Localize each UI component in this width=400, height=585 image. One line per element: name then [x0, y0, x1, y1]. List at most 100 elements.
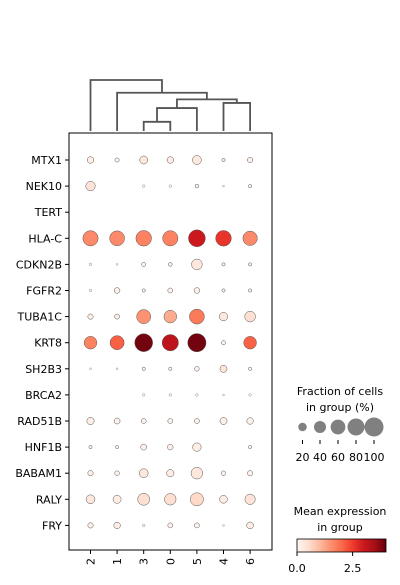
gene-label: KRT8	[34, 337, 62, 350]
dot-NEK10-4	[222, 185, 225, 188]
gene-label: HNF1B	[25, 441, 62, 454]
dot-HLA-C-1	[109, 230, 125, 247]
dot-FRY-5	[194, 522, 200, 529]
dot-RALY-0	[164, 493, 177, 506]
size-legend-label: 80	[349, 451, 363, 464]
dot-TUBA1C-2	[87, 313, 94, 320]
dot-HNF1B-5	[192, 442, 202, 452]
dot-BABAM1-0	[166, 469, 175, 478]
group-label: 4	[218, 558, 231, 565]
dot-RALY-2	[85, 494, 96, 505]
dot-KRT8-1	[109, 335, 125, 351]
dot-RAD51B-0	[167, 418, 174, 424]
dot-RALY-4	[219, 495, 228, 504]
dendrogram-link	[89, 79, 163, 131]
gene-label: SH2B3	[25, 363, 62, 376]
dot-CDKN2B-2	[89, 262, 92, 266]
gene-label: FGFR2	[26, 285, 62, 298]
dot-BABAM1-3	[138, 468, 149, 478]
dot-RALY-5	[190, 492, 204, 507]
dot-CDKN2B-0	[168, 262, 173, 267]
dot-KRT8-4	[221, 340, 226, 346]
size-legend-dot	[313, 420, 327, 434]
group-label: 0	[164, 558, 177, 565]
dot-TUBA1C-6	[244, 310, 256, 323]
dot-SH2B3-4	[219, 365, 228, 373]
colorbar-tick-label: 2.5	[344, 562, 362, 575]
dot-BABAM1-4	[220, 470, 227, 476]
dot-FGFR2-3	[141, 288, 146, 293]
group-axis: 2 1 3 0 5 4 6	[85, 550, 257, 565]
dot-grid	[82, 155, 258, 530]
dot-HNF1B-1	[115, 445, 119, 450]
gene-label: RALY	[36, 493, 62, 506]
dot-SH2B3-0	[168, 366, 173, 371]
group-label: 5	[191, 558, 204, 565]
color-legend-title-line1: Mean expression	[294, 505, 387, 518]
dot-TUBA1C-1	[114, 313, 120, 320]
dot-BRCA2-6	[248, 393, 252, 397]
dot-RAD51B-6	[246, 417, 254, 425]
dot-MTX1-4	[221, 158, 226, 162]
dot-KRT8-3	[134, 333, 153, 352]
gene-label: TERT	[34, 206, 63, 219]
dot-BABAM1-2	[87, 470, 94, 477]
dot-RAD51B-2	[86, 417, 95, 425]
dot-MTX1-1	[114, 157, 120, 163]
dot-SH2B3-3	[141, 366, 146, 371]
size-legend-dot	[298, 422, 307, 432]
size-legend-dot	[330, 419, 346, 435]
gene-axis: MTX1 NEK10 TERT HLA-C CDKN2B FGFR2 TUBA1C KRT8 S…	[15, 154, 69, 532]
dot-CDKN2B-3	[141, 262, 147, 267]
dendrogram-link	[222, 102, 251, 131]
dot-MTX1-6	[247, 157, 254, 163]
dot-TUBA1C-0	[163, 309, 177, 324]
dot-FRY-4	[222, 524, 225, 527]
dot-KRT8-6	[243, 336, 257, 350]
dot-RAD51B-3	[140, 418, 147, 424]
dot-RALY-1	[112, 495, 122, 504]
dot-BRCA2-0	[168, 393, 172, 397]
dot-NEK10-2	[85, 181, 96, 192]
dot-SH2B3-6	[248, 366, 253, 371]
dot-HLA-C-4	[215, 230, 232, 247]
dot-HLA-C-2	[82, 230, 99, 247]
gene-label: BABAM1	[15, 467, 62, 480]
dot-RALY-6	[244, 493, 256, 505]
dot-BRCA2-3	[142, 393, 146, 397]
dot-BABAM1-6	[247, 470, 254, 477]
dot-TUBA1C-5	[189, 308, 205, 325]
gene-label: CDKN2B	[16, 258, 62, 271]
dot-BRCA2-5	[195, 393, 199, 397]
dot-NEK10-3	[142, 184, 146, 188]
dot-MTX1-0	[166, 156, 174, 164]
dot-HNF1B-6	[248, 445, 253, 450]
gene-label: RAD51B	[17, 415, 62, 428]
dot-MTX1-3	[139, 155, 148, 165]
dot-CDKN2B-6	[248, 262, 253, 267]
dot-HLA-C-6	[242, 230, 258, 246]
colorbar	[296, 538, 387, 553]
color-legend: Mean expression in group 0.0 2.5	[288, 505, 386, 575]
dendrogram-link	[142, 120, 172, 131]
size-legend-label: 100	[364, 451, 385, 464]
dot-SH2B3-1	[116, 367, 119, 370]
dot-FRY-6	[246, 521, 254, 530]
gene-label: TUBA1C	[16, 311, 62, 324]
dot-FGFR2-5	[193, 287, 200, 294]
dot-FRY-2	[87, 522, 94, 529]
dot-RALY-3	[137, 493, 150, 506]
size-legend-title-line1: Fraction of cells	[297, 385, 383, 398]
dendrogram	[89, 79, 251, 131]
size-legend: Fraction of cells in group (%) 20 40 60 80 1…	[296, 385, 385, 464]
gene-label: FRY	[42, 519, 62, 532]
dot-HLA-C-0	[162, 230, 179, 247]
dot-CDKN2B-4	[221, 262, 226, 267]
dot-BABAM1-5	[190, 467, 204, 480]
dot-FRY-3	[142, 523, 146, 527]
dot-MTX1-2	[86, 156, 95, 164]
size-legend-dot	[347, 418, 365, 436]
dot-TUBA1C-3	[136, 309, 151, 324]
group-label: 1	[111, 558, 124, 565]
color-legend-title-line2: in group	[317, 521, 362, 534]
